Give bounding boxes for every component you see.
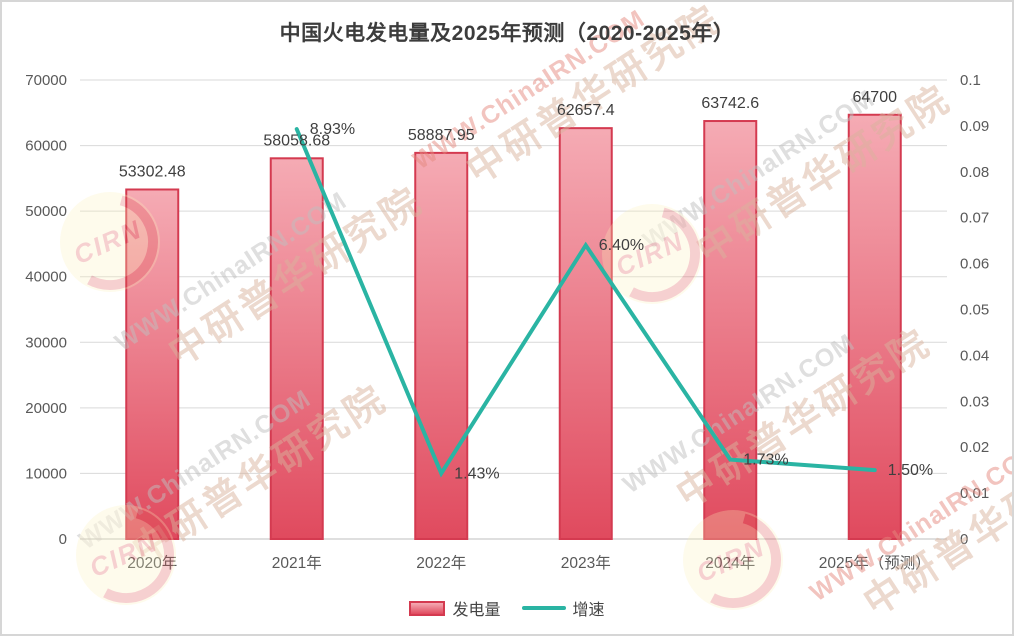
x-axis-label: 2022年 <box>416 554 466 572</box>
left-axis-tick-label: 10000 <box>25 465 67 482</box>
watermark-badge: CIRN <box>602 204 702 304</box>
right-axis-tick-label: 0.01 <box>960 485 989 502</box>
right-axis-tick-label: 0.04 <box>960 347 989 364</box>
x-axis-label: 2024年 <box>705 554 755 572</box>
bar-value-label: 58887.95 <box>408 127 475 144</box>
legend-bar-label: 发电量 <box>452 602 501 619</box>
left-axis-tick-label: 70000 <box>25 72 67 89</box>
watermark-badge: CIRN <box>683 510 783 610</box>
right-axis-tick-label: 0.03 <box>960 393 989 410</box>
growth-value-label: 6.40% <box>599 237 644 254</box>
x-axis-label: 2020年 <box>127 554 177 572</box>
right-axis-tick-label: 0.05 <box>960 302 989 319</box>
bar-value-label: 58058.68 <box>263 132 330 149</box>
legend-line-swatch <box>521 606 566 610</box>
legend-bar-swatch <box>409 600 446 616</box>
bar-value-label: 62657.4 <box>557 102 615 119</box>
growth-value-label: 1.50% <box>888 462 933 479</box>
right-axis-tick-label: 0.02 <box>960 439 989 456</box>
left-axis-tick-label: 0 <box>59 531 67 548</box>
left-axis-tick-label: 20000 <box>25 400 67 417</box>
legend-line-label: 增速 <box>572 602 605 619</box>
right-axis-tick-label: 0.07 <box>960 210 989 227</box>
bar-2021年 <box>269 157 324 540</box>
bar-2020年 <box>125 188 180 540</box>
right-axis-tick-label: 0.06 <box>960 256 989 273</box>
right-axis-tick-label: 0.08 <box>960 164 989 181</box>
right-axis-tick-label: 0.1 <box>960 72 981 89</box>
left-axis-tick-label: 40000 <box>25 269 67 286</box>
x-axis-label: 2021年 <box>272 554 322 572</box>
left-axis-tick-label: 50000 <box>25 203 67 220</box>
right-axis-tick-label: 0 <box>960 531 968 548</box>
chart-title: 中国火电发电量及2025年预测（2020-2025年） <box>279 22 735 45</box>
right-axis-tick-label: 0.09 <box>960 118 989 135</box>
x-axis-label: 2025年（预测） <box>819 554 931 572</box>
bar-2024年 <box>703 120 758 540</box>
growth-line <box>294 127 877 478</box>
bar-value-label: 53302.48 <box>119 163 186 180</box>
watermark-badge: CIRN <box>60 192 160 292</box>
bar-2023年 <box>558 127 613 540</box>
left-axis-tick-label: 60000 <box>25 138 67 155</box>
left-axis-tick-label: 30000 <box>25 334 67 351</box>
x-axis-label: 2023年 <box>561 554 611 572</box>
growth-value-label: 1.43% <box>454 465 499 482</box>
growth-value-label: 1.73% <box>743 452 788 469</box>
chart-legend: 发电量 增速 <box>2 596 1012 620</box>
growth-value-label: 8.93% <box>310 121 355 138</box>
bar-value-label: 63742.6 <box>701 95 759 112</box>
bar-value-label: 64700 <box>853 89 898 106</box>
watermark-badge: CIRN <box>76 505 176 605</box>
